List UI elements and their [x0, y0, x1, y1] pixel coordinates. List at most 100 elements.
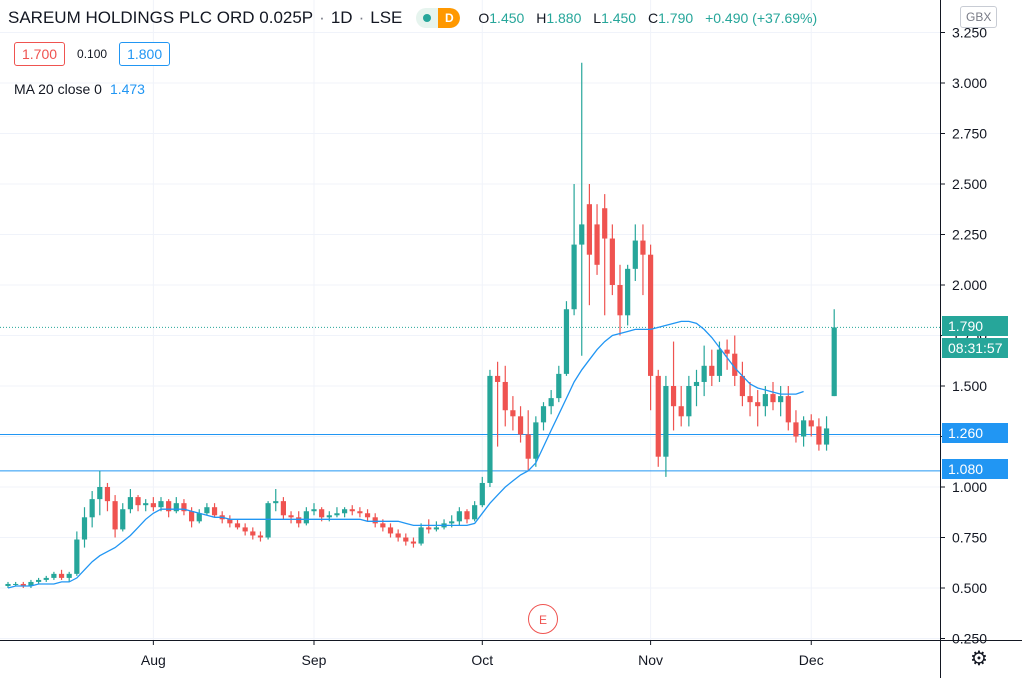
candle[interactable] [632, 224, 638, 281]
candle[interactable] [602, 194, 608, 316]
candle[interactable] [418, 523, 424, 546]
candle[interactable] [227, 515, 233, 528]
gear-icon[interactable]: ⚙ [970, 648, 988, 670]
candle[interactable] [166, 499, 172, 518]
hline-price-tag-1[interactable]: 1.260 [942, 423, 1008, 443]
candle[interactable] [571, 184, 577, 316]
candle[interactable] [89, 491, 95, 528]
candle[interactable] [342, 507, 348, 518]
candle[interactable] [793, 410, 799, 443]
candle[interactable] [265, 501, 271, 540]
candle[interactable] [816, 418, 822, 451]
candle[interactable] [28, 579, 34, 588]
candle[interactable] [479, 476, 485, 508]
ma-legend[interactable]: MA 20 close 0 1.473 [14, 81, 145, 97]
candle[interactable] [755, 390, 761, 427]
candle[interactable] [181, 499, 187, 516]
candle[interactable] [808, 414, 814, 437]
candle[interactable] [196, 509, 202, 524]
candle[interactable] [648, 244, 654, 411]
candle[interactable] [311, 503, 317, 516]
candle[interactable] [540, 402, 547, 431]
currency-button[interactable]: GBX [960, 6, 998, 28]
candle[interactable] [112, 495, 118, 538]
candle[interactable] [487, 369, 493, 487]
candle[interactable] [762, 386, 768, 417]
sell-price-button[interactable]: 1.700 [14, 42, 66, 66]
candle[interactable] [441, 519, 447, 530]
candle[interactable] [13, 581, 19, 586]
candle[interactable] [273, 489, 279, 512]
candle[interactable] [625, 264, 631, 326]
candle[interactable] [579, 62, 585, 356]
candle[interactable] [280, 497, 286, 520]
candle[interactable] [81, 507, 88, 548]
candle[interactable] [640, 224, 646, 296]
candle[interactable] [395, 529, 401, 542]
candle[interactable] [58, 569, 65, 580]
interval[interactable]: 1D [330, 8, 353, 27]
candle[interactable] [739, 361, 745, 407]
candle[interactable] [403, 533, 409, 546]
candle[interactable] [609, 224, 615, 296]
candle[interactable] [831, 309, 837, 397]
candle[interactable] [801, 416, 807, 447]
candle[interactable] [234, 519, 241, 530]
candle[interactable] [288, 511, 294, 524]
candle[interactable] [747, 381, 753, 417]
candle[interactable] [670, 341, 677, 431]
candle[interactable] [678, 386, 684, 427]
earnings-event-icon[interactable]: E [528, 604, 558, 634]
candle[interactable] [364, 509, 371, 522]
candle[interactable] [686, 375, 692, 427]
candle[interactable] [43, 575, 49, 582]
candle[interactable] [701, 345, 707, 397]
candle[interactable] [594, 204, 600, 275]
candle[interactable] [204, 503, 210, 516]
candle[interactable] [211, 503, 218, 518]
candle[interactable] [517, 406, 524, 443]
candle[interactable] [586, 184, 592, 306]
candle[interactable] [693, 369, 700, 407]
candle[interactable] [525, 410, 531, 471]
candle[interactable] [257, 531, 264, 542]
candle[interactable] [548, 390, 554, 415]
candle[interactable] [533, 416, 539, 467]
candle[interactable] [242, 523, 248, 536]
candle[interactable] [334, 507, 340, 518]
candle[interactable] [732, 335, 738, 387]
candle[interactable] [36, 577, 42, 584]
candle[interactable] [464, 509, 470, 524]
candle[interactable] [823, 416, 830, 451]
candle[interactable] [433, 521, 439, 532]
candle[interactable] [74, 531, 80, 576]
candle[interactable] [387, 523, 394, 538]
symbol-name[interactable]: SAREUM HOLDINGS PLC ORD 0.025P [8, 8, 314, 27]
candle[interactable] [617, 264, 623, 336]
candle[interactable] [472, 501, 478, 522]
candle[interactable] [51, 571, 57, 580]
candle[interactable] [250, 527, 256, 540]
candle[interactable] [502, 365, 508, 427]
candle[interactable] [785, 386, 791, 431]
candle[interactable] [426, 519, 432, 534]
candle[interactable] [563, 301, 570, 376]
candle[interactable] [143, 499, 149, 512]
candle[interactable] [357, 507, 363, 518]
buy-price-button[interactable]: 1.800 [119, 42, 171, 66]
candle[interactable] [510, 396, 516, 431]
hline-price-tag-2[interactable]: 1.080 [942, 459, 1008, 479]
candle[interactable] [120, 503, 126, 532]
candle[interactable] [349, 505, 355, 516]
candle[interactable] [303, 507, 309, 526]
candle[interactable] [663, 375, 669, 477]
candle[interactable] [410, 537, 417, 548]
candle[interactable] [127, 489, 133, 514]
candle[interactable] [97, 470, 103, 516]
candle[interactable] [495, 361, 501, 447]
candle[interactable] [5, 581, 11, 588]
candle[interactable] [372, 513, 378, 528]
candle[interactable] [173, 497, 179, 514]
candle[interactable] [778, 386, 784, 417]
candle[interactable] [104, 482, 111, 512]
